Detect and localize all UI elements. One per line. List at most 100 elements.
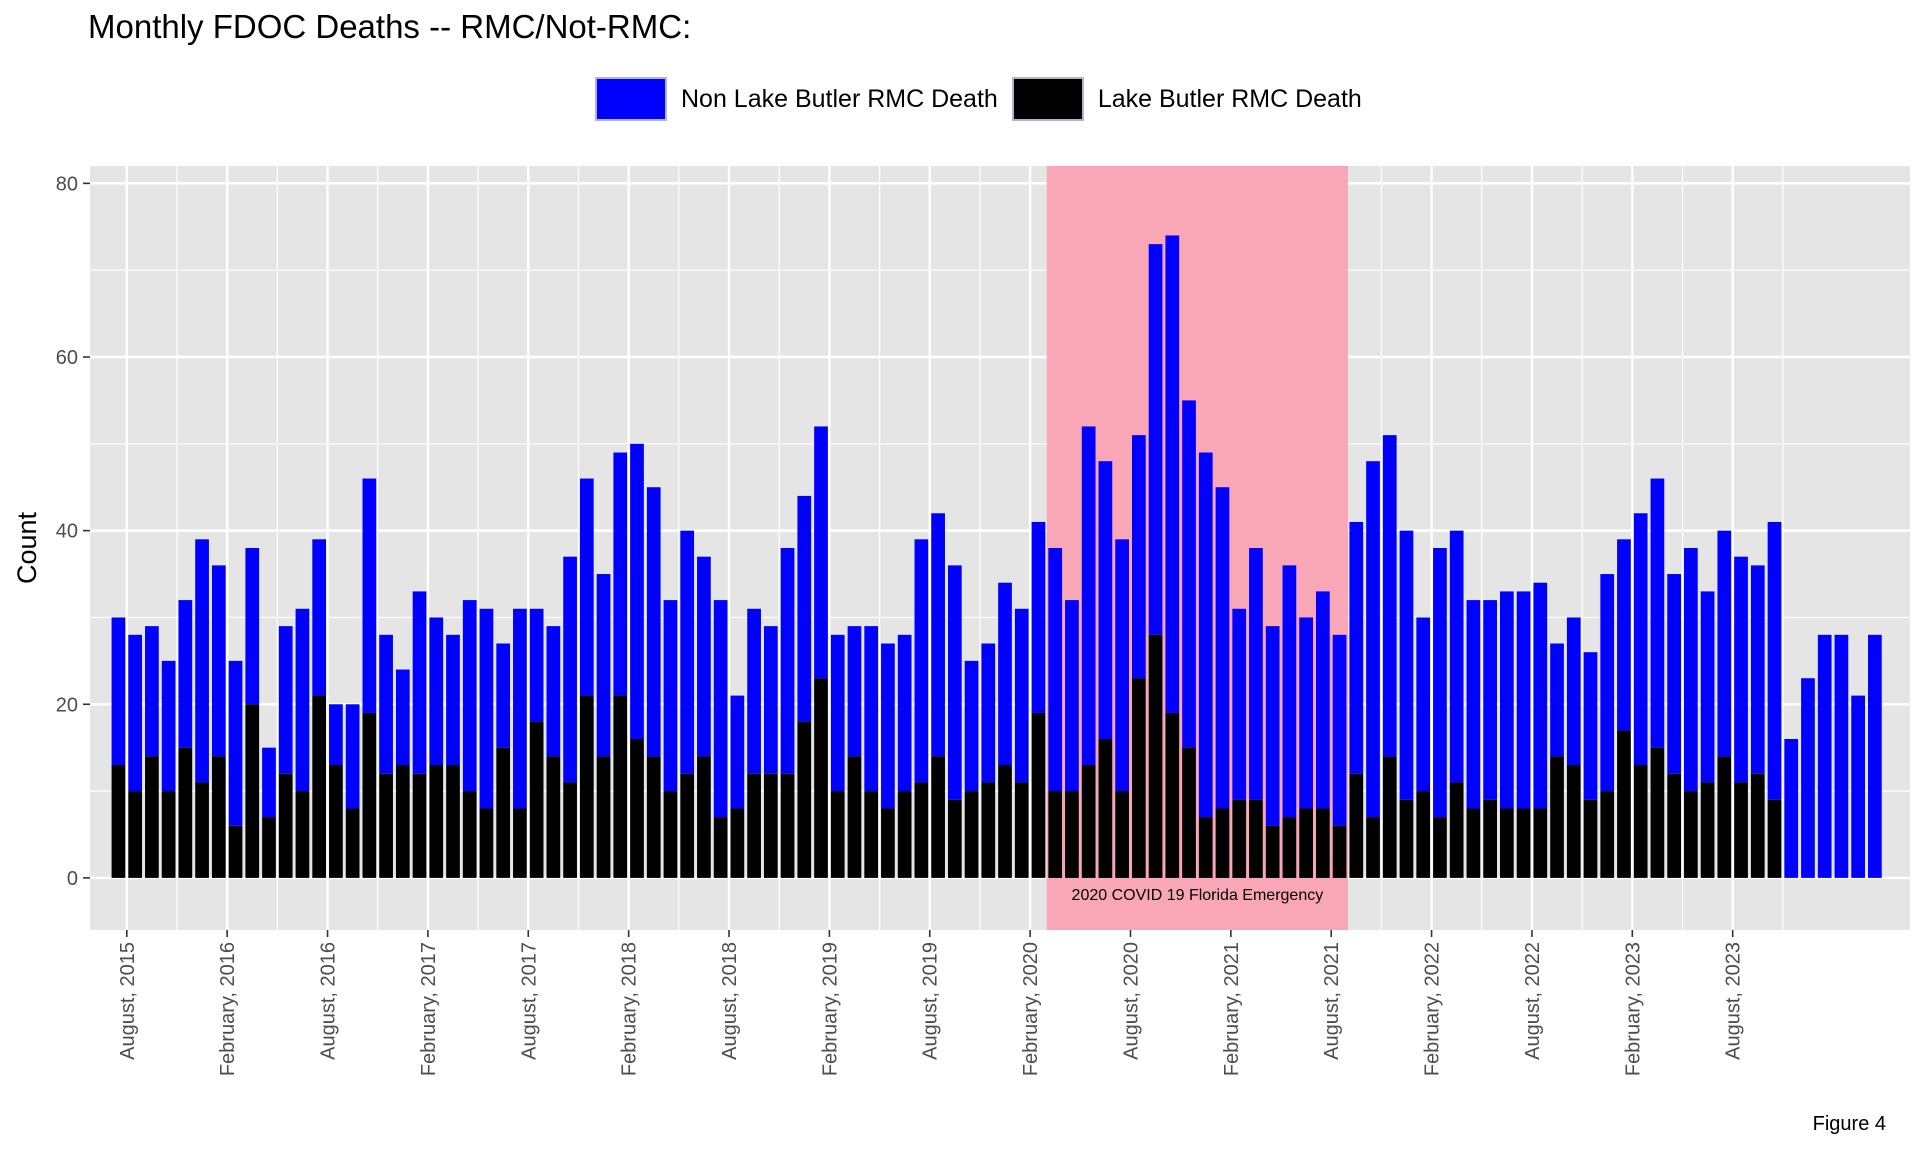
bar-non-rmc [881,643,895,809]
bar-non-rmc [1700,591,1715,783]
bar-non-rmc [1031,521,1046,713]
y-tick-label: 60 [56,347,78,369]
bar-rmc [1299,808,1313,878]
legend: Non Lake Butler RMC Death Lake Butler RM… [595,74,1376,124]
bar-rmc [1449,782,1464,878]
bar-rmc [1031,712,1046,878]
bar-rmc [1115,791,1129,878]
bar-non-rmc [278,626,293,774]
bar-rmc [128,791,143,878]
bar-non-rmc [1767,521,1782,800]
bar-rmc [947,799,962,878]
figure-note: Figure 4 [1812,1113,1886,1135]
bar-non-rmc [1801,678,1815,878]
bar-rmc [780,773,795,878]
y-tick-label: 80 [56,173,78,195]
legend-label-rmc: Lake Butler RMC Death [1097,84,1362,113]
bar-rmc [1617,730,1631,878]
bar-rmc [613,695,628,878]
bar-non-rmc [362,478,377,713]
bar-rmc [262,817,276,878]
bar-non-rmc [1399,530,1414,800]
bar-rmc [630,739,644,878]
x-tick-label: August, 2016 [318,942,340,1060]
bar-rmc [1182,747,1196,878]
bar-non-rmc [1382,435,1397,757]
x-tick-label: August, 2019 [920,942,942,1060]
bar-rmc [747,773,761,878]
bar-rmc [1065,791,1079,878]
bar-non-rmc [780,548,795,774]
legend-key-non-rmc [595,77,667,121]
bar-non-rmc [1483,600,1497,800]
bar-non-rmc [1516,591,1531,809]
bar-rmc [830,791,845,878]
bar-rmc [1667,773,1681,878]
bar-non-rmc [345,704,360,809]
bar-non-rmc [1081,426,1096,766]
bar-rmc [329,765,343,878]
bar-rmc [1098,739,1113,878]
bar-non-rmc [1684,548,1698,792]
bar-non-rmc [1466,600,1481,809]
bar-rmc [914,782,929,878]
bar-rmc [111,765,126,878]
bar-non-rmc [663,600,678,792]
bar-non-rmc [211,565,226,757]
bar-non-rmc [1215,487,1230,809]
bar-rmc [412,773,427,878]
bar-non-rmc [1198,452,1213,818]
bar-non-rmc [1433,548,1447,818]
bar-rmc [1215,808,1230,878]
bar-rmc [345,808,360,878]
bar-non-rmc [161,660,176,792]
bar-rmc [1650,747,1665,878]
bar-non-rmc [630,443,644,739]
x-tick-label: February, 2020 [1020,942,1042,1076]
bar-rmc [395,765,410,878]
bar-rmc [1466,808,1481,878]
x-tick-label: February, 2016 [217,942,239,1076]
legend-item-rmc: Lake Butler RMC Death [1011,77,1362,121]
bar-rmc [178,747,193,878]
bar-rmc [1433,817,1447,878]
bar-non-rmc [680,530,695,774]
bar-rmc [1734,782,1748,878]
x-tick-label: August, 2020 [1120,942,1142,1060]
legend-item-non-rmc: Non Lake Butler RMC Death [595,77,998,121]
bar-non-rmc [1299,617,1313,809]
bar-rmc [1265,825,1280,878]
bar-rmc [228,825,243,878]
bar-rmc [1767,799,1782,878]
x-tick-label: February, 2021 [1221,942,1243,1076]
bar-rmc [814,678,828,878]
bar-rmc [763,773,778,878]
bar-non-rmc [479,608,494,809]
bar-rmc [864,791,879,878]
bar-non-rmc [513,608,527,809]
bar-rmc [1131,678,1146,878]
bar-rmc [145,756,159,878]
bar-rmc [513,808,527,878]
x-tick-label: August, 2023 [1723,942,1745,1060]
x-tick-label: February, 2022 [1422,942,1444,1076]
bar-rmc [563,782,577,878]
bar-non-rmc [111,617,126,766]
bar-non-rmc [1817,634,1832,878]
x-tick-label: August, 2017 [518,942,540,1060]
bar-rmc [646,756,661,878]
bar-non-rmc [1566,617,1581,766]
bar-rmc [697,756,711,878]
bar-rmc [1198,817,1213,878]
bar-rmc [680,773,695,878]
bar-rmc [1282,817,1297,878]
bar-non-rmc [412,591,427,774]
bar-non-rmc [395,669,410,766]
bar-rmc [1148,634,1163,878]
bar-non-rmc [1265,626,1280,826]
bar-rmc [1550,756,1564,878]
bar-non-rmc [914,539,929,783]
bar-non-rmc [1315,591,1330,809]
bar-non-rmc [1366,461,1380,818]
